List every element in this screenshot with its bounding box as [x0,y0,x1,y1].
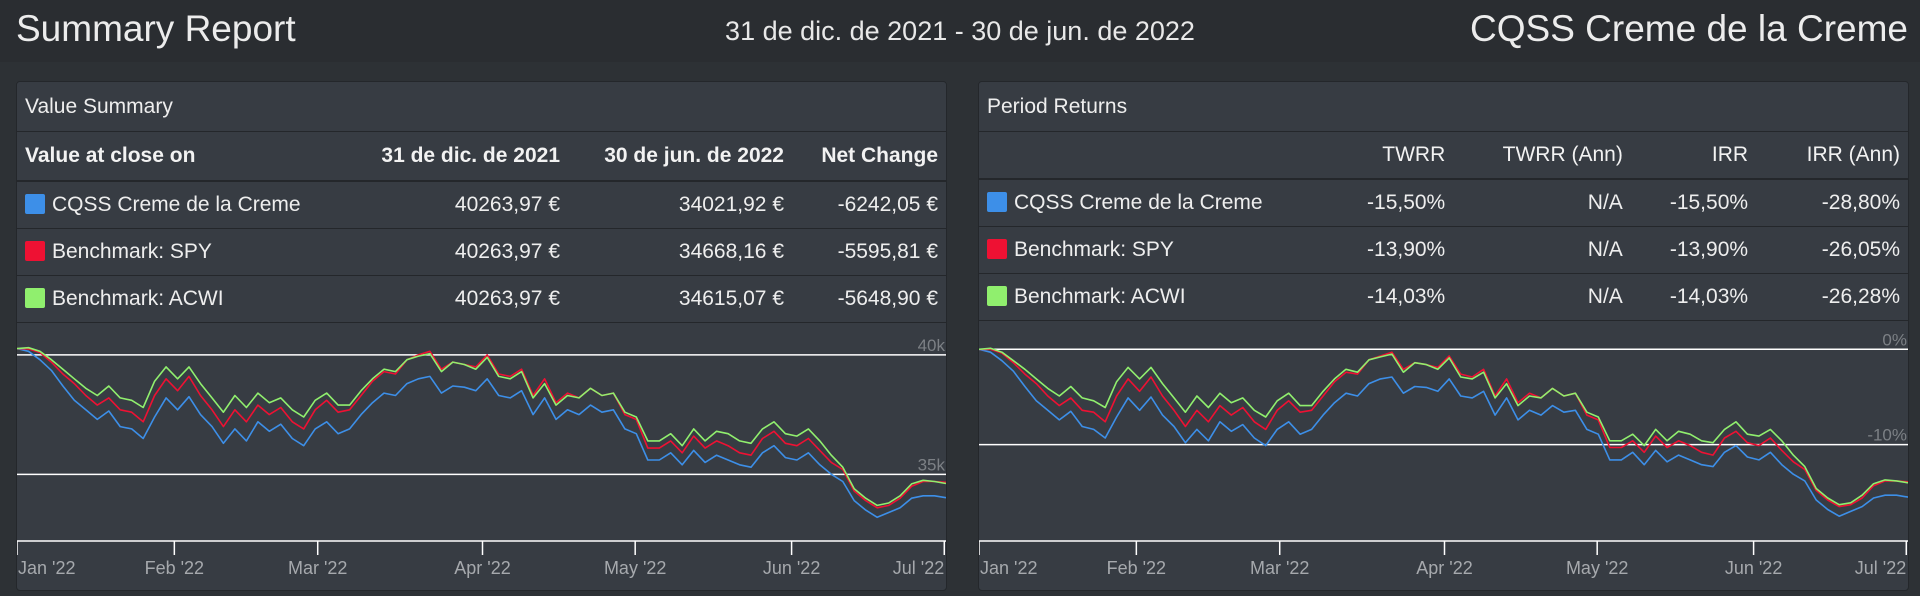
period-returns-title: Period Returns [979,82,1908,132]
row-label: Benchmark: ACWI [979,273,1293,320]
series-name: Benchmark: ACWI [52,286,224,310]
x-tick-label: Jul '22 [1855,558,1906,578]
x-tick-label: Jun '22 [763,558,820,578]
table-row: CQSS Creme de la Creme -15,50% N/A -15,5… [979,179,1908,226]
series-line [979,348,1908,517]
value-summary-title: Value Summary [17,82,946,132]
start-value: 40263,97 € [454,286,560,310]
series-name: Benchmark: ACWI [1014,284,1186,308]
irr-value: -14,03% [1669,284,1749,308]
twrr-value: -13,90% [1367,237,1446,261]
x-tick-label: Apr '22 [1416,558,1472,578]
twrr-value: -15,50% [1367,190,1446,214]
irr-ann-value: -28,80% [1821,190,1900,214]
twrr-value: -14,03% [1367,284,1446,308]
portfolio-name: CQSS Creme de la Creme [1470,8,1908,49]
table-row: Benchmark: SPY 40263,97 € 34668,16 € -55… [17,228,946,275]
net-change: -5595,81 € [837,239,938,263]
legend-swatch [25,240,45,261]
start-value: 40263,97 € [454,192,560,216]
value-summary-panel: Value Summary Value at close on 31 de di… [16,81,947,591]
series-name: CQSS Creme de la Creme [1014,190,1263,214]
table-header-row: TWRR TWRR (Ann) IRR IRR (Ann) [979,132,1908,179]
net-change: -6242,05 € [837,192,938,216]
row-label: CQSS Creme de la Creme [979,179,1293,226]
series-name: Benchmark: SPY [1014,237,1174,261]
column-header: TWRR [1382,143,1446,166]
series-name: Benchmark: SPY [52,239,212,263]
series-line [17,346,946,507]
legend-swatch [987,285,1007,306]
column-header: Net Change [821,144,938,167]
y-tick-label: 0% [1882,330,1907,349]
column-header: Value at close on [25,144,196,167]
row-label: Benchmark: SPY [17,228,317,275]
x-tick-label: Jan '22 [980,558,1037,578]
x-tick-label: Mar '22 [1250,558,1309,578]
column-header: IRR (Ann) [1806,143,1900,166]
legend-swatch [25,287,45,308]
value-chart: 40k 35k Jan '22 Feb '22 Mar '22 Apr '22 May '2… [17,336,946,578]
report-header: Summary Report 31 de dic. de 2021 - 30 d… [0,0,1920,62]
legend-swatch [25,193,45,214]
y-tick-label: -10% [1867,426,1907,445]
irr-value: -13,90% [1669,237,1749,261]
row-label: Benchmark: ACWI [17,275,317,322]
legend-swatch [987,238,1007,259]
series-line [979,348,1908,508]
x-tick-label: Apr '22 [454,558,510,578]
table-row: Benchmark: ACWI -14,03% N/A -14,03% -26,… [979,273,1908,320]
series-line [17,347,946,519]
returns-chart: 0% -10% Jan '22 Feb '22 Mar '22 Apr '22 May '2… [979,330,1908,578]
column-header: 31 de dic. de 2021 [381,144,560,167]
period-returns-table: TWRR TWRR (Ann) IRR IRR (Ann) CQSS Creme… [979,132,1908,321]
row-label: CQSS Creme de la Creme [17,181,317,228]
x-tick-label: Mar '22 [288,558,347,578]
date-range: 31 de dic. de 2021 - 30 de jun. de 2022 [725,16,1195,46]
x-tick-label: Jul '22 [893,558,944,578]
table-row: Benchmark: ACWI 40263,97 € 34615,07 € -5… [17,275,946,322]
row-label: Benchmark: SPY [979,226,1293,273]
table-row: Benchmark: SPY -13,90% N/A -13,90% -26,0… [979,226,1908,273]
value-summary-table: Value at close on 31 de dic. de 2021 30 … [17,132,946,323]
end-value: 34021,92 € [678,192,784,216]
irr-value: -15,50% [1669,190,1749,214]
table-header-row: Value at close on 31 de dic. de 2021 30 … [17,132,946,181]
twrr-ann-value: N/A [1587,284,1623,308]
irr-ann-value: -26,05% [1821,237,1900,261]
x-tick-label: May '22 [1566,558,1628,578]
page-title: Summary Report [16,8,296,49]
period-returns-panel: Period Returns TWRR TWRR (Ann) IRR IRR (… [978,81,1909,591]
y-tick-label: 40k [918,336,946,355]
net-change: -5648,90 € [837,286,938,310]
irr-ann-value: -26,28% [1821,284,1900,308]
column-header: TWRR (Ann) [1502,143,1623,166]
series-line [979,347,1908,506]
column-header [979,132,1293,179]
legend-swatch [987,191,1007,212]
table-row: CQSS Creme de la Creme 40263,97 € 34021,… [17,181,946,228]
series-name: CQSS Creme de la Creme [52,192,301,216]
twrr-ann-value: N/A [1587,190,1623,214]
column-header: 30 de jun. de 2022 [604,144,784,167]
end-value: 34668,16 € [678,239,784,263]
start-value: 40263,97 € [454,239,560,263]
y-tick-label: 35k [918,455,946,474]
x-tick-label: May '22 [604,558,666,578]
series-line [17,347,946,509]
end-value: 34615,07 € [678,286,784,310]
x-tick-label: Feb '22 [145,558,204,578]
x-tick-label: Feb '22 [1107,558,1166,578]
x-tick-label: Jun '22 [1725,558,1782,578]
x-tick-label: Jan '22 [18,558,75,578]
column-header: IRR [1711,143,1749,166]
twrr-ann-value: N/A [1587,237,1623,261]
